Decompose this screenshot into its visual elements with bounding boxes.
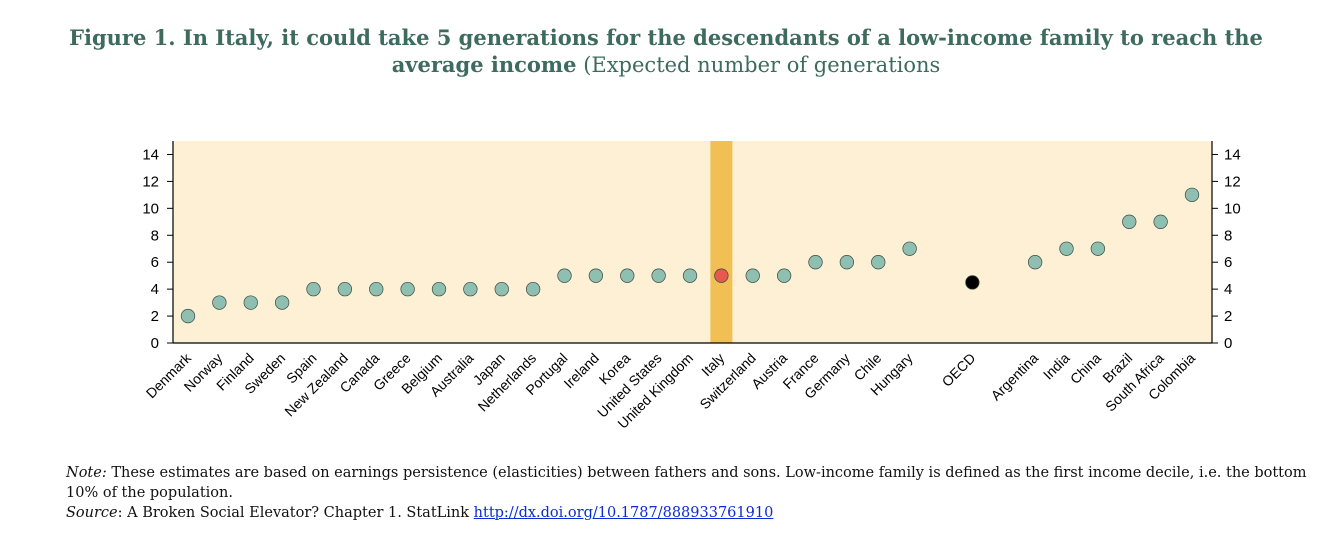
left-y-tick-label: 4 [151, 281, 159, 298]
right-y-tick-label: 6 [1224, 254, 1232, 271]
data-point [902, 241, 917, 256]
italy-highlight-band [710, 141, 733, 343]
note-block: Note: These estimates are based on earni… [66, 463, 1316, 523]
right-y-tick-label: 14 [1224, 146, 1241, 163]
category-label: Argentina [988, 350, 1042, 404]
data-point [400, 281, 415, 297]
data-point [1153, 214, 1168, 229]
data-point [212, 295, 227, 310]
data-point [274, 295, 290, 310]
left-y-tick-label: 6 [151, 254, 159, 271]
left-y-tick-label: 2 [151, 308, 159, 325]
note-label: Note: [66, 465, 107, 481]
data-point [243, 295, 258, 310]
category-label: OECD [939, 350, 979, 390]
left-y-tick-label: 8 [151, 227, 159, 244]
chart-title: Figure 1. In Italy, it could take 5 gene… [60, 24, 1272, 79]
source-label: Source [66, 505, 118, 521]
data-point [463, 281, 478, 297]
data-point [1027, 255, 1043, 270]
right-axis: 0 2 4 6 8 10 12 14 [1211, 141, 1241, 352]
category-label: Denmark [143, 349, 195, 401]
data-point-oecd [965, 275, 980, 290]
data-point [337, 281, 353, 297]
left-y-tick-label: 12 [142, 173, 159, 190]
data-point [776, 268, 792, 283]
source-line: Source: A Broken Social Elevator? Chapte… [66, 503, 1316, 523]
data-point [431, 281, 447, 297]
chart: 0 2 4 6 8 10 12 14 0 2 4 6 8 10 12 14 DenmarkNorwayFin… [142, 141, 1241, 432]
data-point [871, 255, 886, 270]
data-point [839, 255, 855, 270]
left-y-tick-label: 14 [142, 146, 159, 163]
data-point [808, 255, 823, 270]
note-text: These estimates are based on earnings pe… [66, 465, 1307, 501]
right-y-tick-label: 8 [1224, 227, 1232, 244]
data-point [620, 268, 635, 283]
data-point-italy [714, 268, 729, 283]
left-axis: 0 2 4 6 8 10 12 14 [142, 141, 174, 352]
data-point [682, 268, 698, 283]
right-y-tick-label: 12 [1224, 173, 1241, 190]
statlink-link[interactable]: http://dx.doi.org/10.1787/888933761910 [473, 505, 774, 521]
data-point [1184, 187, 1200, 203]
data-point [525, 281, 541, 297]
data-point [651, 268, 666, 283]
data-point [745, 268, 760, 283]
data-point [588, 268, 604, 283]
data-point [1090, 241, 1106, 256]
chart-title-normal: (Expected number of generations [576, 53, 941, 77]
right-y-tick-label: 4 [1224, 281, 1232, 298]
source-text: : A Broken Social Elevator? Chapter 1. S… [117, 505, 474, 521]
left-y-tick-label: 10 [142, 200, 159, 217]
right-y-tick-label: 0 [1224, 335, 1232, 352]
chart-title-bold: Figure 1. In Italy, it could take 5 gene… [69, 25, 1263, 77]
data-point [557, 268, 572, 283]
data-point [494, 281, 509, 297]
data-point [306, 281, 321, 297]
data-point [1059, 241, 1074, 256]
left-y-tick-label: 0 [151, 335, 159, 352]
category-label: China [1067, 350, 1104, 387]
right-y-tick-label: 10 [1224, 200, 1241, 217]
data-points [180, 187, 1200, 324]
data-point [1122, 214, 1137, 229]
data-point [180, 308, 196, 324]
note-line: Note: These estimates are based on earni… [66, 463, 1316, 503]
plot-background [173, 141, 1212, 343]
data-point [369, 281, 384, 297]
right-y-tick-label: 2 [1224, 308, 1232, 325]
category-label: Ireland [560, 350, 602, 392]
